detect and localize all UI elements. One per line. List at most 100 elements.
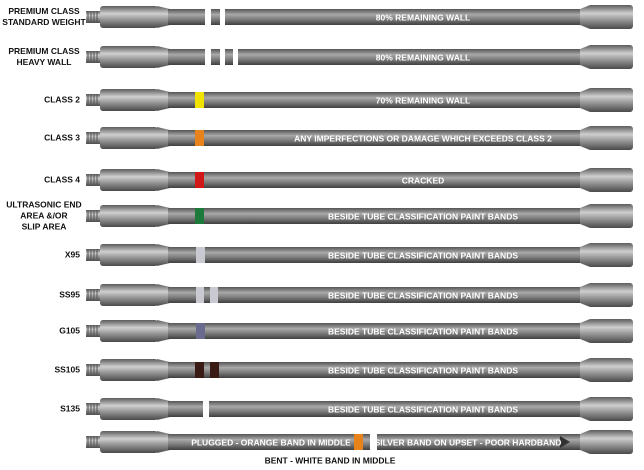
drill-pipe	[86, 283, 633, 307]
box-tool-joint	[588, 397, 633, 421]
tube-body	[168, 130, 582, 146]
paint-band	[196, 287, 204, 303]
paint-band	[195, 362, 204, 378]
drill-pipe	[86, 45, 633, 69]
tube-body	[168, 323, 582, 339]
taper	[580, 243, 590, 267]
pin-tool-joint	[100, 244, 158, 266]
tube-body	[168, 401, 582, 417]
row-label: SLIP AREA	[22, 221, 67, 231]
tube-body	[168, 49, 582, 65]
pin-tool-joint	[100, 205, 158, 227]
box-tool-joint	[588, 126, 633, 150]
paint-band	[220, 49, 225, 65]
caption: BENT - WHITE BAND IN MIDDLE	[265, 455, 396, 465]
paint-band	[210, 362, 219, 378]
taper	[580, 358, 590, 382]
pipe-text: 80% REMAINING WALL	[376, 52, 470, 62]
taper	[580, 319, 590, 343]
tube-body	[168, 9, 582, 25]
taper	[580, 204, 590, 228]
box-tool-joint	[588, 430, 633, 454]
pin-tool-joint	[100, 284, 158, 306]
pin-tool-joint	[100, 359, 158, 381]
taper	[580, 283, 590, 307]
tube-body	[168, 247, 582, 263]
taper	[580, 5, 590, 29]
pin-tool-joint	[100, 169, 158, 191]
row-label: PREMIUM CLASS	[8, 6, 80, 16]
paint-band	[220, 9, 225, 25]
box-tool-joint	[588, 283, 633, 307]
row-label: STANDARD WEIGHT	[2, 17, 86, 27]
drill-pipe	[86, 5, 633, 29]
paint-band	[205, 9, 211, 25]
row-label: ULTRASONIC END	[6, 199, 81, 209]
paint-band	[354, 434, 363, 450]
taper	[157, 244, 170, 266]
pin-tool-joint	[100, 431, 158, 453]
drill-pipe	[86, 243, 633, 267]
taper	[157, 205, 170, 227]
pin-tool-joint	[100, 46, 158, 68]
pipe-text: BESIDE TUBE CLASSIFICATION PAINT BANDS	[328, 250, 518, 260]
drill-pipe	[86, 430, 633, 454]
row-label: AREA &/OR	[20, 210, 67, 220]
pin-tool-joint	[100, 127, 158, 149]
drill-pipe	[86, 168, 633, 192]
paint-band	[210, 287, 218, 303]
pipe-text: SILVER BAND ON UPSET - POOR HARDBAND	[375, 437, 562, 447]
taper	[157, 89, 170, 111]
taper	[157, 6, 170, 28]
taper	[580, 168, 590, 192]
pipe-text: BESIDE TUBE CLASSIFICATION PAINT BANDS	[328, 211, 518, 221]
row-label: S135	[60, 403, 80, 413]
box-tool-joint	[588, 319, 633, 343]
row-label: CLASS 4	[44, 174, 80, 184]
tube-body	[168, 287, 582, 303]
pipe-text: BESIDE TUBE CLASSIFICATION PAINT BANDS	[328, 290, 518, 300]
box-tool-joint	[588, 168, 633, 192]
taper	[580, 126, 590, 150]
paint-band	[196, 323, 205, 339]
pipe-text: CRACKED	[402, 175, 445, 185]
box-tool-joint	[588, 358, 633, 382]
tube-body	[168, 172, 582, 188]
taper	[157, 398, 170, 420]
row-label: HEAVY WALL	[17, 57, 72, 67]
taper	[157, 169, 170, 191]
taper	[580, 45, 590, 69]
paint-band	[195, 172, 204, 188]
pin-tool-joint	[100, 320, 158, 342]
taper	[580, 430, 590, 454]
box-tool-joint	[588, 243, 633, 267]
box-tool-joint	[588, 88, 633, 112]
taper	[580, 397, 590, 421]
taper	[157, 431, 170, 453]
paint-band	[233, 49, 238, 65]
taper	[157, 359, 170, 381]
box-tool-joint	[588, 204, 633, 228]
pin-tool-joint	[100, 6, 158, 28]
pipe-text: ANY IMPERFECTIONS OR DAMAGE WHICH EXCEED…	[294, 133, 552, 143]
drill-pipe	[86, 88, 633, 112]
tube-body	[168, 362, 582, 378]
box-tool-joint	[588, 45, 633, 69]
row-label: PREMIUM CLASS	[8, 46, 80, 56]
paint-band	[370, 434, 377, 450]
paint-band	[195, 208, 204, 224]
box-tool-joint	[588, 5, 633, 29]
row-label: X95	[65, 249, 80, 259]
taper	[580, 88, 590, 112]
pipe-text: BESIDE TUBE CLASSIFICATION PAINT BANDS	[328, 404, 518, 414]
tube-body	[168, 92, 582, 108]
drill-pipe	[86, 319, 633, 343]
pipe-text: 70% REMAINING WALL	[376, 95, 470, 105]
taper	[157, 320, 170, 342]
pin-tool-joint	[100, 89, 158, 111]
row-label: CLASS 3	[44, 132, 80, 142]
taper	[157, 46, 170, 68]
row-label: G105	[59, 325, 80, 335]
drill-pipe	[86, 397, 633, 421]
